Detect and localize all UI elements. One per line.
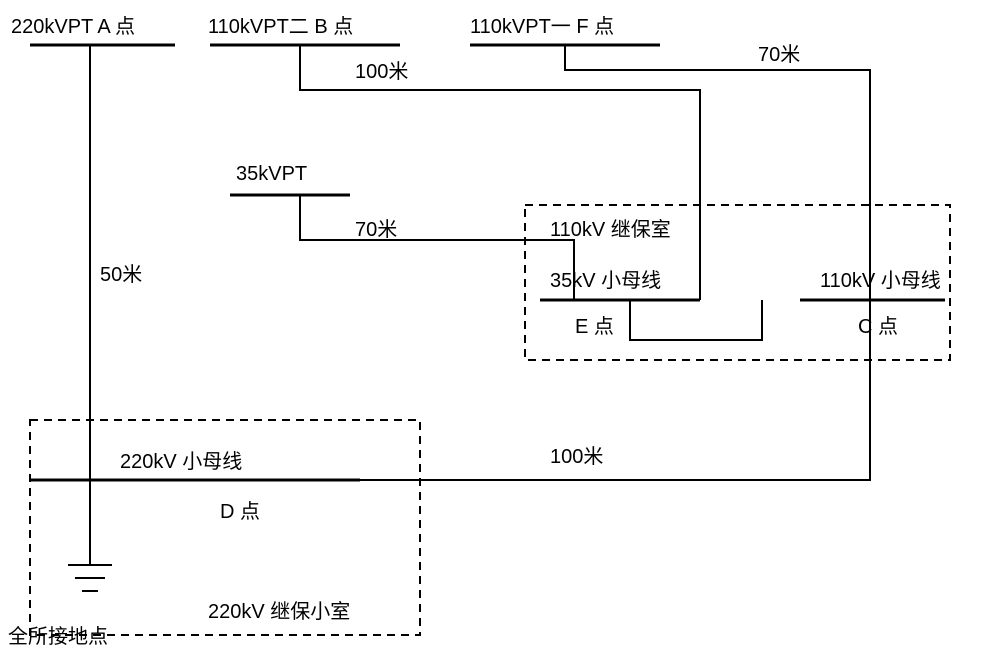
label-point-E: E 点 xyxy=(575,310,614,339)
label-point-D: D 点 xyxy=(220,495,260,524)
label-node-A: 220kVPT A 点 xyxy=(11,10,135,39)
label-node-35pt: 35kVPT xyxy=(236,163,307,186)
label-node-F: 110kVPT一 F 点 xyxy=(470,10,614,39)
label-bus-D: 220kV 小母线 xyxy=(120,445,242,474)
label-len-70-top: 70米 xyxy=(758,38,800,67)
diagram-canvas xyxy=(0,0,1000,662)
label-len-100-top: 100米 xyxy=(355,55,408,84)
label-len-50: 50米 xyxy=(100,258,142,287)
label-len-70-mid: 70米 xyxy=(355,213,397,242)
label-ground: 全所接地点 xyxy=(8,620,108,649)
label-bus-E: 35kV 小母线 xyxy=(550,264,661,293)
label-point-C: C 点 xyxy=(858,310,898,339)
label-bus-C: 110kV 小母线 xyxy=(820,264,941,293)
label-node-B: 110kVPT二 B 点 xyxy=(208,10,353,39)
label-room-220: 220kV 继保小室 xyxy=(208,595,350,624)
label-room-110: 110kV 继保室 xyxy=(550,213,671,242)
label-len-100-bot: 100米 xyxy=(550,440,603,469)
